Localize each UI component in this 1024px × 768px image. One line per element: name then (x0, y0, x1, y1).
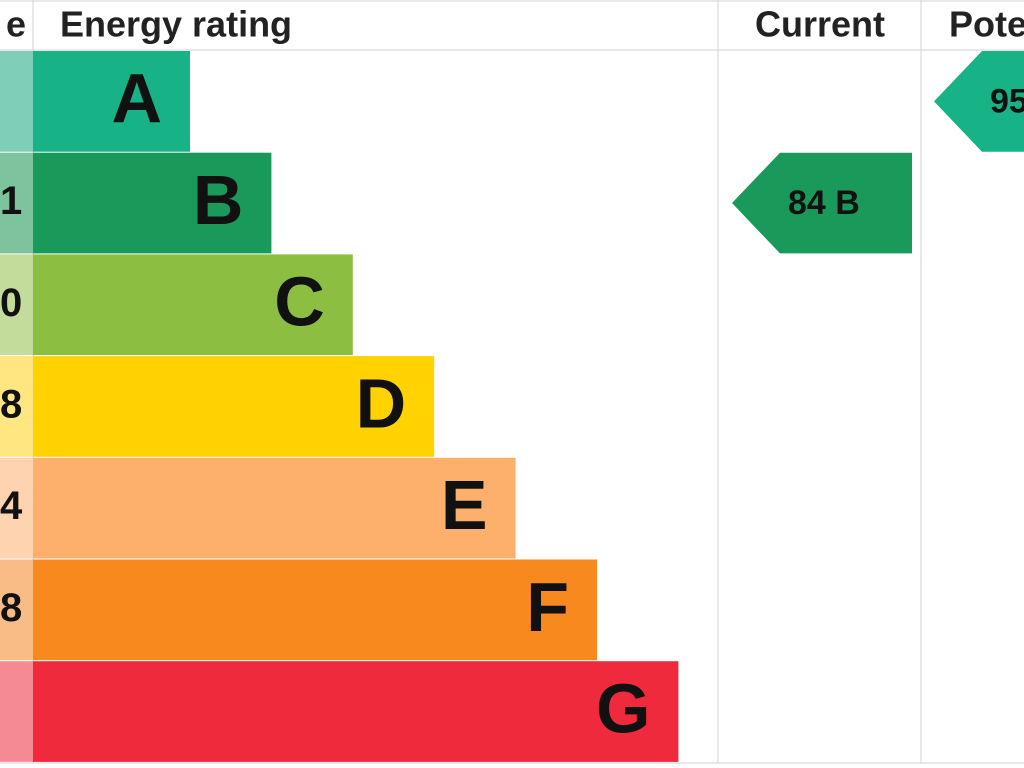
band-letter: A (111, 59, 162, 137)
score-cell (0, 254, 33, 356)
score-header: e (6, 4, 26, 45)
score-fragment: 8 (0, 586, 22, 630)
rating-bar (33, 152, 272, 254)
band-letter: G (596, 670, 650, 748)
score-cell (0, 559, 33, 661)
score-fragment: 8 (0, 383, 22, 427)
band-letter: C (274, 263, 325, 341)
rating-bar (33, 457, 516, 559)
band-letter: E (441, 466, 488, 544)
potential-label: 95 (990, 82, 1024, 120)
score-cell (0, 661, 33, 762)
score-cell (0, 51, 33, 152)
score-cell (0, 356, 33, 457)
score-fragment: 4 (0, 484, 23, 528)
rating-bar (33, 356, 435, 457)
rating-header: Energy rating (60, 4, 292, 45)
current-label: 84 B (788, 184, 860, 222)
score-cell (0, 152, 33, 254)
score-cell (0, 457, 33, 559)
current-header: Current (755, 4, 885, 45)
band-letter: D (356, 364, 407, 442)
score-fragment: 0 (0, 281, 22, 325)
score-fragment: 1 (0, 179, 22, 223)
rating-bar (33, 661, 679, 762)
band-letter: F (526, 568, 569, 646)
rating-bar (33, 254, 353, 356)
rating-bar (33, 559, 597, 661)
current-arrow (732, 152, 912, 254)
rating-bar (33, 51, 190, 152)
potential-header: Pote (949, 4, 1024, 45)
potential-arrow (934, 51, 1024, 152)
band-letter: B (193, 161, 244, 239)
